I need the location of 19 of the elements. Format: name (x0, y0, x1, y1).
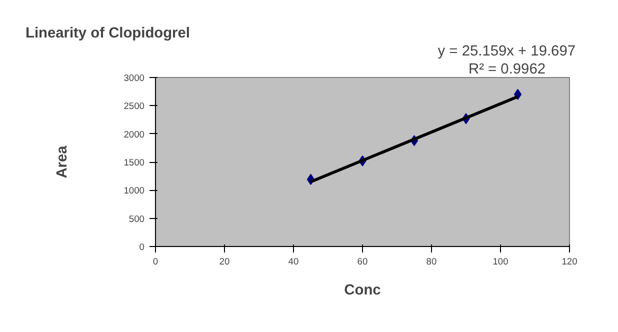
y-tick-label: 2500 (124, 101, 145, 112)
y-tick-label: 1000 (124, 186, 145, 196)
annotation: R² = 0.9962 (468, 62, 546, 78)
x-tick-label: 0 (152, 256, 158, 266)
x-tick-label: 40 (288, 256, 299, 266)
x-axis-title: Conc (344, 282, 381, 298)
y-tick-label: 2000 (124, 129, 145, 140)
y-tick-label: 0 (139, 242, 145, 252)
x-tick-label: 100 (492, 256, 508, 266)
y-tick-label: 3000 (124, 73, 145, 83)
y-tick-label: 500 (128, 214, 145, 224)
x-tick-label: 20 (219, 256, 230, 266)
y-axis-title: Area (54, 144, 71, 178)
x-tick-label: 120 (562, 256, 578, 266)
x-tick-label: 80 (426, 256, 437, 266)
y-tick-label: 1500 (124, 158, 145, 168)
chart-title: Linearity of Clopidogrel (26, 26, 190, 42)
text: y = 25.159x + 19.697 (438, 44, 576, 60)
x-tick-label: 60 (357, 256, 368, 266)
